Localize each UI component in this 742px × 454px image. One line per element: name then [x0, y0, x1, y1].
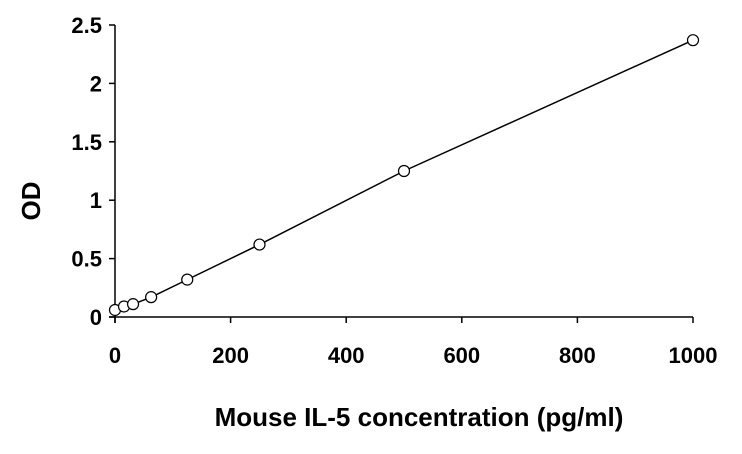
y-tick-label: 2: [90, 71, 102, 96]
y-tick-label: 1.5: [71, 130, 102, 155]
y-tick-label: 1: [90, 188, 102, 213]
x-tick-label: 0: [109, 343, 121, 368]
data-point: [397, 164, 411, 178]
data-point: [145, 291, 158, 304]
data-point: [253, 238, 266, 251]
y-tick-label: 2.5: [71, 13, 102, 38]
axes: 0 0.5 1 1.5 2 2.5 0 200 400 600 800 1000: [71, 13, 717, 368]
x-tick-label: 800: [559, 343, 596, 368]
x-tick-label: 600: [443, 343, 480, 368]
x-tick-label: 200: [212, 343, 249, 368]
series-layer: [108, 34, 700, 317]
x-axis-title: Mouse IL-5 concentration (pg/ml): [215, 402, 624, 432]
data-point: [181, 273, 194, 286]
data-point: [126, 298, 140, 311]
x-tick-label: 400: [328, 343, 365, 368]
x-tick-label: 1000: [669, 343, 718, 368]
y-tick-label: 0: [90, 305, 102, 330]
y-axis-title: OD: [16, 182, 46, 221]
data-point: [686, 34, 700, 47]
y-tick-label: 0.5: [71, 247, 102, 272]
